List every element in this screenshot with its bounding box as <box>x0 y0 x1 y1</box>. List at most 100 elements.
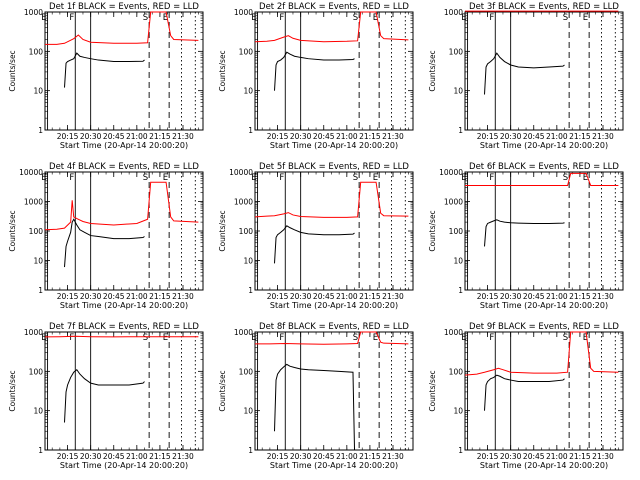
lld-rate-line <box>465 331 619 376</box>
y-axis-title: Counts/sec <box>218 50 227 91</box>
x-tick-label: 21:30 <box>172 452 194 461</box>
y-tick-label: 10 <box>453 407 463 416</box>
plot-frame <box>464 11 624 131</box>
event-marker-label: F <box>489 13 494 23</box>
event-marker-label: F <box>279 13 284 23</box>
event-marker-label: E <box>251 173 256 183</box>
y-tick-label: 1 <box>248 446 253 455</box>
x-tick-label: 20:15 <box>477 132 499 141</box>
y-tick-label: 10 <box>453 257 463 266</box>
events-rate-line <box>64 218 145 268</box>
y-tick-label: 1 <box>248 286 253 295</box>
panel-det-3: Det 3f BLACK = Events, RED = LLD 1 10 100 10… <box>428 2 624 150</box>
event-marker-label: S <box>143 13 148 23</box>
event-marker-label: F <box>69 333 74 343</box>
events-rate-line <box>274 363 356 450</box>
panel-title: Det 8f BLACK = Events, RED = LLD <box>259 322 409 332</box>
x-tick-label: 20:45 <box>103 132 125 141</box>
y-tick-label: 1 <box>248 126 253 135</box>
x-axis-title: Start Time (20-Apr-14 20:00:20) <box>60 301 188 310</box>
event-marker-label: E <box>583 13 588 23</box>
x-axis-title: Start Time (20-Apr-14 20:00:20) <box>270 461 398 470</box>
events-rate-line <box>484 52 565 95</box>
x-tick-label: 21:30 <box>172 132 194 141</box>
y-tick-label: 1000 <box>24 328 43 337</box>
x-tick-label: 20:15 <box>267 132 289 141</box>
panel-det-2: Det 2f BLACK = Events, RED = LLD 1 10 100 10… <box>218 2 414 150</box>
events-rate-line <box>64 52 145 88</box>
panel-title: Det 5f BLACK = Events, RED = LLD <box>259 162 409 172</box>
y-tick-label: 100 <box>239 227 254 236</box>
panel-det-6: Det 6f BLACK = Events, RED = LLD 1 10 100 10… <box>428 162 624 310</box>
lld-rate-line <box>465 172 619 186</box>
x-axis-title: Start Time (20-Apr-14 20:00:20) <box>480 461 608 470</box>
x-tick-label: 21:00 <box>546 132 568 141</box>
event-marker-label: F <box>489 333 494 343</box>
x-tick-label: 20:30 <box>290 452 312 461</box>
x-tick-label: 21:00 <box>126 452 148 461</box>
event-marker-label: E <box>251 13 256 23</box>
y-tick-label: 100 <box>449 367 464 376</box>
x-tick-label: 21:15 <box>149 132 171 141</box>
y-tick-label: 100 <box>239 367 254 376</box>
y-tick-label: 1 <box>458 446 463 455</box>
y-tick-label: 1 <box>38 446 43 455</box>
y-axis-title: Counts/sec <box>8 50 17 91</box>
x-axis-title: Start Time (20-Apr-14 20:00:20) <box>270 141 398 150</box>
x-axis-title: Start Time (20-Apr-14 20:00:20) <box>60 461 188 470</box>
x-tick-label: 20:30 <box>290 292 312 301</box>
y-tick-label: 10 <box>453 87 463 96</box>
x-tick-label: 21:00 <box>126 132 148 141</box>
x-tick-label: 20:45 <box>103 452 125 461</box>
panel-title: Det 9f BLACK = Events, RED = LLD <box>469 322 619 332</box>
lld-rate-line <box>255 181 409 218</box>
panel-det-1: Det 1f BLACK = Events, RED = LLD 1 10 100 10… <box>8 2 204 150</box>
x-tick-label: 20:45 <box>313 452 335 461</box>
x-tick-label: 21:30 <box>172 292 194 301</box>
y-tick-label: 1000 <box>24 198 43 207</box>
y-tick-label: 1 <box>458 126 463 135</box>
y-axis-title: Counts/sec <box>428 370 437 411</box>
y-tick-label: 100 <box>29 47 44 56</box>
y-tick-label: 1 <box>458 286 463 295</box>
event-marker-label: E <box>41 13 46 23</box>
lld-rate-line <box>255 11 409 43</box>
y-tick-label: 100 <box>449 47 464 56</box>
y-tick-label: 1000 <box>24 8 43 17</box>
x-axis-title: Start Time (20-Apr-14 20:00:20) <box>60 141 188 150</box>
plot-frame <box>254 171 414 291</box>
event-marker-label: S <box>353 333 358 343</box>
y-axis-title: Counts/sec <box>428 210 437 251</box>
event-marker-label: S <box>563 333 568 343</box>
panel-title: Det 3f BLACK = Events, RED = LLD <box>469 2 619 12</box>
x-tick-label: 20:15 <box>57 452 79 461</box>
x-tick-label: 21:15 <box>569 292 591 301</box>
panel-det-8: Det 8f BLACK = Events, RED = LLD 1 10 100 10… <box>218 322 414 470</box>
y-tick-label: 1 <box>38 286 43 295</box>
x-tick-label: 21:15 <box>149 452 171 461</box>
x-tick-label: 20:45 <box>313 132 335 141</box>
event-marker-label: E <box>583 173 588 183</box>
panel-det-7: Det 7f BLACK = Events, RED = LLD 1 10 100 10… <box>8 322 204 470</box>
y-tick-label: 10 <box>33 257 43 266</box>
x-tick-label: 21:30 <box>382 132 404 141</box>
x-tick-label: 21:15 <box>569 452 591 461</box>
y-tick-label: 10000 <box>19 168 43 177</box>
y-tick-label: 100 <box>29 367 44 376</box>
y-tick-label: 100 <box>449 227 464 236</box>
y-tick-label: 1000 <box>444 8 463 17</box>
x-tick-label: 20:30 <box>500 292 522 301</box>
event-marker-label: E <box>163 13 168 23</box>
x-tick-label: 20:45 <box>523 132 545 141</box>
y-tick-label: 10 <box>243 407 253 416</box>
events-rate-line <box>64 368 145 423</box>
x-tick-label: 20:15 <box>57 292 79 301</box>
event-marker-label: E <box>251 333 256 343</box>
y-tick-label: 1000 <box>234 328 253 337</box>
x-tick-label: 21:00 <box>546 452 568 461</box>
x-tick-label: 20:45 <box>313 292 335 301</box>
x-tick-label: 21:30 <box>592 292 614 301</box>
plot-frame <box>254 331 414 451</box>
event-marker-label: F <box>279 333 284 343</box>
